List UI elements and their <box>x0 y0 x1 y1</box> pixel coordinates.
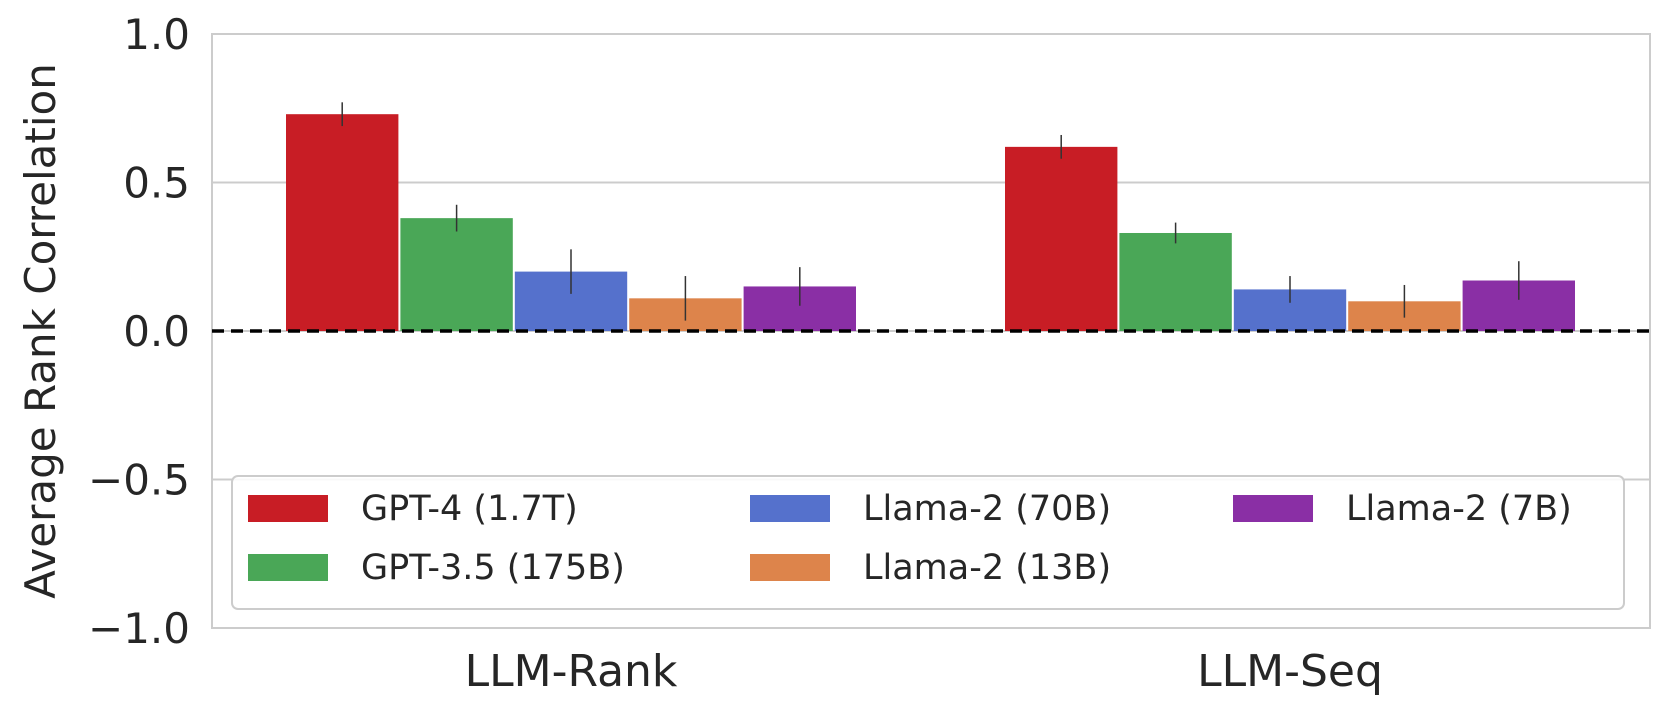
legend: GPT-4 (1.7T) GPT-3.5 (175B) Llama-2 (70B) L… <box>231 475 1625 610</box>
x-category-labels: LLM-Rank LLM-Seq <box>465 646 1383 697</box>
y-tick-label: −1.0 <box>88 604 190 653</box>
bar-0-0 <box>286 114 399 331</box>
y-tick-label: 0.0 <box>123 307 190 356</box>
legend-swatch <box>248 495 328 522</box>
legend-label: Llama-2 (70B) <box>863 489 1111 529</box>
legend-item: Llama-2 (13B) <box>750 548 1111 588</box>
legend-label: Llama-2 (13B) <box>863 548 1111 588</box>
error-bars <box>341 102 1520 321</box>
y-tick-label: −0.5 <box>88 456 190 505</box>
bar-1-1 <box>1119 232 1232 331</box>
legend-swatch <box>750 495 830 522</box>
bar-0-1 <box>400 218 513 331</box>
legend-label: GPT-3.5 (175B) <box>361 548 625 588</box>
legend-label: Llama-2 (7B) <box>1346 489 1572 529</box>
bar-1-0 <box>1005 146 1118 331</box>
legend-item: GPT-4 (1.7T) <box>248 489 578 529</box>
x-category-label: LLM-Rank <box>465 646 678 697</box>
legend-swatch <box>248 554 328 581</box>
legend-label: GPT-4 (1.7T) <box>361 489 578 529</box>
y-tick-label: 1.0 <box>123 10 190 59</box>
bars <box>286 114 1575 331</box>
legend-item: Llama-2 (70B) <box>750 489 1111 529</box>
legend-item: Llama-2 (7B) <box>1233 489 1572 529</box>
x-category-label: LLM-Seq <box>1197 646 1383 697</box>
legend-item: GPT-3.5 (175B) <box>248 548 625 588</box>
legend-swatch <box>1233 495 1313 522</box>
y-tick-labels: −1.0 −0.5 0.0 0.5 1.0 <box>88 10 190 653</box>
y-axis-title: Average Rank Correlation <box>16 63 65 599</box>
legend-swatch <box>750 554 830 581</box>
y-tick-label: 0.5 <box>123 159 190 208</box>
